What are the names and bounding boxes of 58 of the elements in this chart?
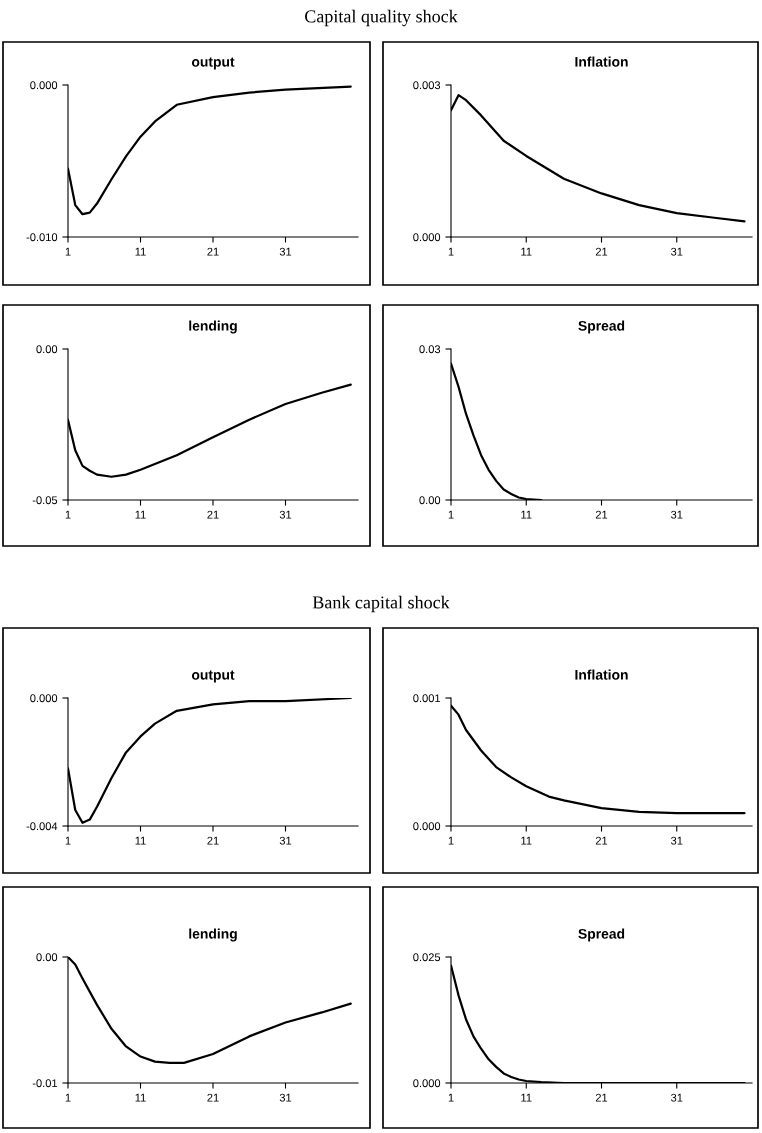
chart-title: lending <box>189 320 237 334</box>
chart-title: Spread <box>578 928 625 942</box>
x-tick-label: 31 <box>670 510 683 519</box>
x-tick-label: 11 <box>521 836 532 845</box>
x-tick-label: 21 <box>595 836 608 845</box>
x-tick-label: 31 <box>279 836 292 845</box>
x-tick-label: 11 <box>521 510 532 519</box>
y-tick-label: 0.001 <box>413 694 441 703</box>
x-tick-label: 11 <box>135 1093 146 1102</box>
chart-title: output <box>191 670 235 683</box>
chart-title: lending <box>189 928 237 942</box>
x-tick-label: 21 <box>595 510 608 519</box>
chart-title: Spread <box>578 320 625 334</box>
text: Bank capital shock <box>312 595 450 613</box>
x-tick-label: 31 <box>670 1093 683 1102</box>
x-tick-label: 21 <box>207 247 219 256</box>
x-tick-label: 21 <box>595 247 608 256</box>
y-tick-label: 0.000 <box>30 81 58 90</box>
y-tick-label: 0.003 <box>413 81 441 90</box>
y-tick-label: 0.00 <box>36 953 58 962</box>
x-tick-label: 21 <box>207 510 219 519</box>
x-tick-label: 11 <box>521 1093 532 1102</box>
y-tick-label: 0.03 <box>419 345 441 354</box>
y-tick-label: -0.05 <box>32 496 58 505</box>
x-tick-label: 11 <box>135 510 146 519</box>
x-tick-label: 11 <box>521 247 532 256</box>
x-tick-label: 1 <box>448 1093 454 1102</box>
chart-title: output <box>191 57 235 70</box>
x-tick-label: 21 <box>595 1093 608 1102</box>
y-tick-label: -0.004 <box>26 822 58 831</box>
y-tick-label: 0.00 <box>419 496 441 505</box>
x-tick-label: 1 <box>65 1093 71 1102</box>
y-tick-label: 0.000 <box>30 694 58 703</box>
x-tick-label: 31 <box>279 247 292 256</box>
x-tick-label: 31 <box>279 1093 292 1102</box>
y-tick-label: 0.000 <box>413 822 441 831</box>
x-tick-label: 1 <box>65 247 71 256</box>
x-tick-label: 1 <box>448 510 454 519</box>
x-tick-label: 11 <box>135 836 146 845</box>
y-tick-label: -0.01 <box>32 1079 58 1088</box>
y-tick-label: 0.025 <box>413 953 441 962</box>
x-tick-label: 1 <box>65 510 71 519</box>
x-tick-label: 11 <box>135 247 146 256</box>
y-tick-label: 0.00 <box>36 345 58 354</box>
x-tick-label: 1 <box>65 836 71 845</box>
x-tick-label: 1 <box>448 247 454 256</box>
x-tick-label: 31 <box>279 510 292 519</box>
x-tick-label: 21 <box>207 1093 219 1102</box>
x-tick-label: 1 <box>448 836 454 845</box>
x-tick-label: 21 <box>207 836 219 845</box>
y-tick-label: -0.010 <box>26 233 58 242</box>
text: Capital quality shock <box>305 9 458 27</box>
chart-title: Inflation <box>575 669 628 680</box>
x-tick-label: 31 <box>670 247 683 256</box>
y-tick-label: 0.000 <box>413 1079 441 1088</box>
chart-title: Inflation <box>575 56 628 67</box>
y-tick-label: 0.000 <box>413 233 441 242</box>
x-tick-label: 31 <box>670 836 683 845</box>
